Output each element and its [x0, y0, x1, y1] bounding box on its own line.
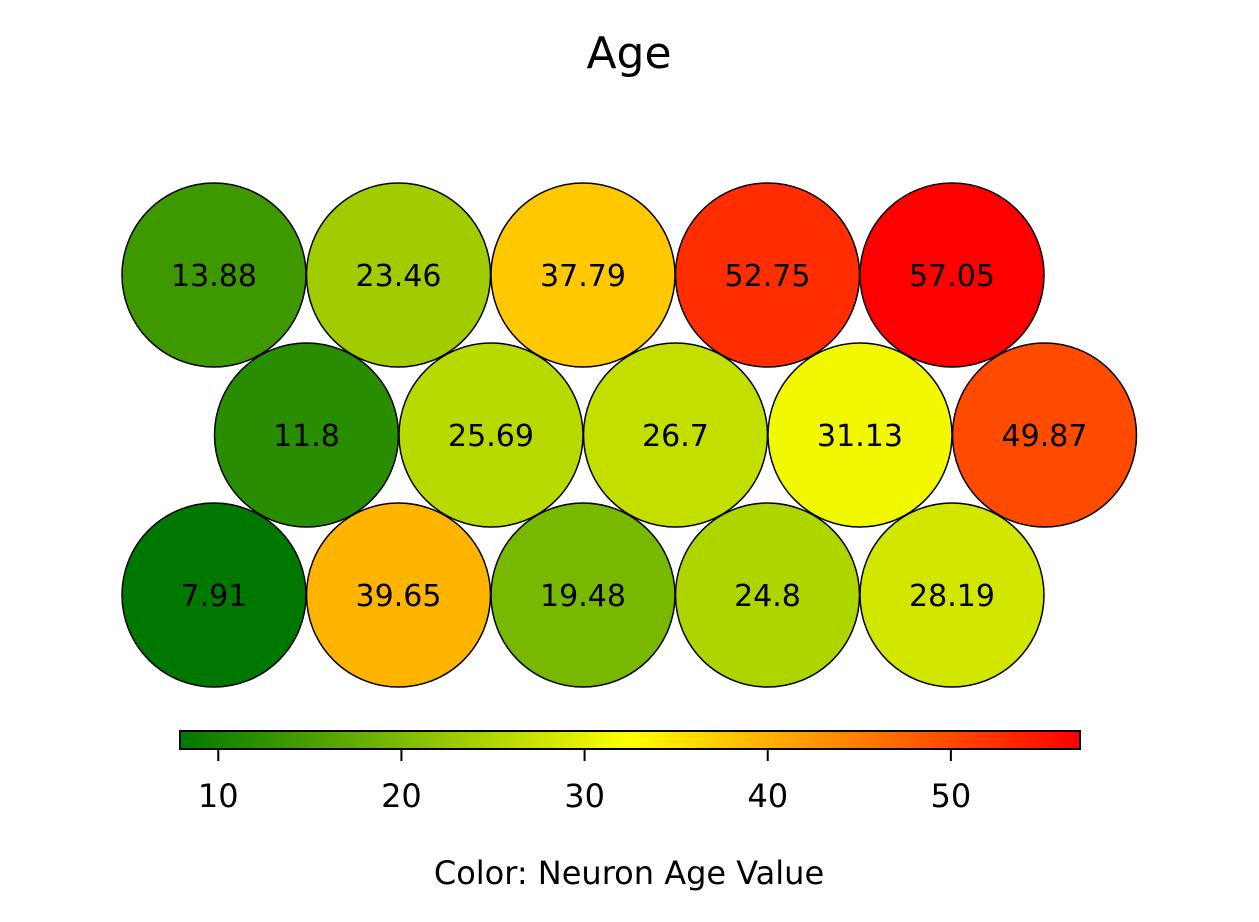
neuron-value-label-r1-c3: 31.13 [817, 419, 903, 454]
neuron-value-label-r1-c0: 11.8 [273, 419, 340, 454]
colorbar-tick-label-20: 20 [381, 777, 422, 815]
neuron-value-label-r1-c2: 26.7 [642, 419, 709, 454]
neuron-value-label-r1-c1: 25.69 [448, 419, 534, 454]
colorbar-tick-label-30: 30 [564, 777, 605, 815]
neuron-value-label-r0-c1: 23.46 [356, 259, 442, 294]
neuron-value-label-r0-c2: 37.79 [540, 259, 626, 294]
colorbar-gradient-bar [179, 730, 1081, 750]
neuron-value-label-r1-c4: 49.87 [1002, 419, 1088, 454]
chart-title: Age [586, 28, 671, 79]
neuron-grid: 13.88 23.46 37.79 52.75 57.05 11.8 25.69 26.7 31… [121, 182, 1138, 688]
colorbar-label: Color: Neuron Age Value [434, 854, 824, 892]
colorbar-tick-label-40: 40 [747, 777, 788, 815]
neuron-cell-r1-c4 [951, 342, 1138, 528]
neuron-value-label-r2-c3: 24.8 [734, 579, 801, 614]
neuron-value-label-r0-c0: 13.88 [171, 259, 257, 294]
neuron-value-label-r0-c3: 52.75 [725, 259, 811, 294]
colorbar: 10 20 30 40 50 [179, 730, 1081, 815]
colorbar-tick-label-10: 10 [198, 777, 239, 815]
colorbar-ticks: 10 20 30 40 50 [198, 749, 971, 815]
neuron-value-label-r2-c2: 19.48 [540, 579, 626, 614]
neuron-cell-r2-c4 [859, 502, 1045, 688]
neuron-value-label-r2-c1: 39.65 [356, 579, 442, 614]
neuron-value-label-r0-c4: 57.05 [909, 259, 995, 294]
neuron-cell-r0-c4 [859, 182, 1045, 368]
neuron-value-label-r2-c0: 7.91 [181, 579, 248, 614]
colorbar-tick-label-50: 50 [931, 777, 972, 815]
neuron-value-label-r2-c4: 28.19 [909, 579, 995, 614]
